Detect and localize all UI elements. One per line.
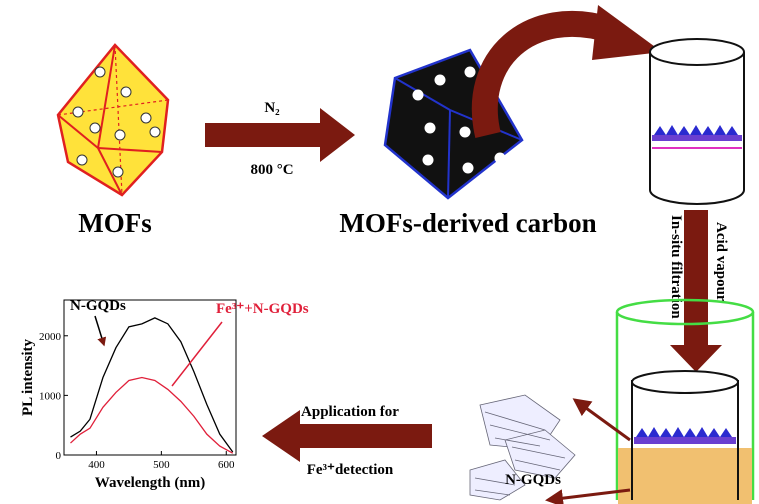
- arrow: [262, 410, 432, 462]
- y-tick-label: 1000: [39, 390, 62, 402]
- curved-arrow: [471, 5, 662, 139]
- application-label: Application for: [301, 404, 399, 420]
- series-label: Fe³⁺+N-GQDs: [216, 301, 309, 317]
- cylinder: [649, 38, 745, 205]
- graphene-sheets: [469, 394, 576, 501]
- gas-label: N₂: [264, 100, 280, 116]
- plot-frame: [63, 299, 237, 456]
- arrow: [545, 488, 631, 504]
- ngqds-label: N-GQDs: [505, 472, 561, 488]
- y-tick-label: 2000: [39, 331, 62, 343]
- inset-chart: 400 500 600 0 1000 2000 Wavelength (nm) PL inte…: [20, 298, 309, 491]
- arrow: [572, 398, 631, 442]
- x-tick-label: 500: [153, 459, 170, 471]
- x-tick-label: 600: [218, 459, 235, 471]
- line: [70, 317, 234, 453]
- pointer: [171, 321, 223, 387]
- beaker: [615, 298, 755, 504]
- arrow: [205, 108, 355, 162]
- y-tick-label: 0: [56, 450, 62, 462]
- pointer: [94, 315, 107, 347]
- arrow: [670, 210, 722, 372]
- detection-label: Fe³⁺detection: [307, 462, 394, 478]
- acid-label: Acid vapour: [713, 222, 729, 302]
- mof-crystal: [56, 43, 170, 197]
- mofs-label: MOFs: [78, 208, 152, 238]
- x-tick-label: 400: [88, 459, 105, 471]
- carbon-label: MOFs-derived carbon: [339, 208, 596, 238]
- filtration-label: In-situ filtration: [668, 215, 684, 319]
- temperature-label: 800 °C: [250, 162, 293, 178]
- series-label: N-GQDs: [70, 298, 126, 314]
- y-axis-label: PL intensity: [20, 338, 36, 416]
- x-axis-label: Wavelength (nm): [95, 475, 205, 491]
- line: [70, 376, 234, 454]
